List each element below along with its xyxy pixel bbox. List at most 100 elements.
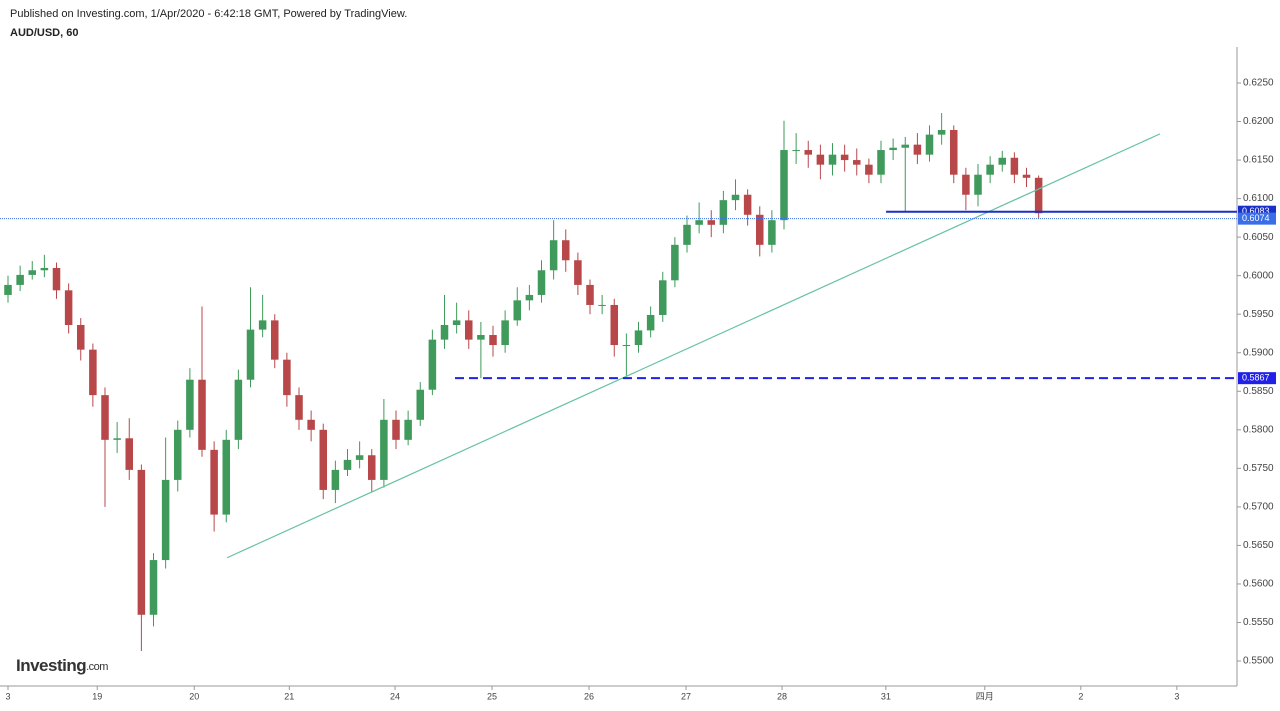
candle-body [186,379,194,430]
candle-body [198,379,206,450]
candle-body [755,214,764,245]
candle-body [501,320,509,346]
candle-body [780,150,788,221]
candle-body [671,244,679,281]
x-tick-label: 24 [390,691,400,701]
y-tick-label: 0.5700 [1243,502,1274,513]
y-tick-label: 0.5800 [1243,424,1274,435]
x-tick-label: 20 [189,691,199,701]
candle-body [137,469,146,615]
candle-body [840,154,849,161]
x-tick-label: 26 [584,691,594,701]
candle-body [489,335,497,346]
candle-body [173,429,182,480]
candle-body [634,330,643,346]
candle-body [222,439,231,515]
y-tick-label: 0.5850 [1243,386,1274,397]
price-label: 0.5867 [1242,373,1270,383]
price-label: 0.6074 [1242,213,1270,223]
candle-body [258,320,267,330]
candle-body [270,320,279,360]
candle-body [52,267,61,291]
candle-body [816,154,825,165]
candle-body [64,290,73,325]
candle-body [101,395,109,440]
candle-body [610,304,619,346]
y-tick-label: 0.5750 [1243,463,1274,474]
candle-body [440,324,449,340]
y-tick-label: 0.5600 [1243,579,1274,590]
candle-body [998,157,1007,165]
candle-body [149,560,158,615]
candle-body [913,144,922,155]
x-tick-label: 2 [1078,691,1083,701]
y-tick-label: 0.6000 [1243,270,1274,281]
y-tick-label: 0.5650 [1243,540,1274,551]
candle-body [210,449,218,515]
candle-body [125,438,134,470]
candle-body [525,294,534,301]
candle-body [40,267,49,271]
candle-body [477,335,485,340]
candle-body [695,220,703,225]
x-tick-label: 28 [777,691,787,701]
candle-body [380,419,388,480]
candle-body [343,459,352,470]
candle-body [331,469,340,490]
candle-body [246,329,255,380]
y-tick-label: 0.5500 [1243,656,1274,667]
x-tick-label: 19 [92,691,102,701]
y-tick-label: 0.6100 [1243,193,1274,204]
y-tick-label: 0.5900 [1243,347,1274,358]
candle-body [937,130,946,135]
candle-body [598,304,606,306]
candle-body [295,395,303,420]
candle-body [1010,157,1019,175]
candle-body [16,274,24,285]
y-tick-label: 0.6200 [1243,116,1274,127]
candle-body [561,240,570,261]
candle-body [743,194,752,215]
candle-body [404,419,412,440]
candle-body [792,150,800,152]
price-label-box [1238,372,1276,385]
candle-body [586,284,594,305]
logo: Investing.com [16,656,108,675]
candle-body [113,438,121,440]
candle-body [428,339,437,390]
x-tick-label: 25 [487,691,497,701]
y-tick-label: 0.5950 [1243,309,1274,320]
candle-body [89,349,97,396]
candle-body [986,164,994,175]
candle-body [355,455,364,460]
candle-body [4,284,12,295]
candle-body [307,419,315,430]
candle-body [574,260,582,285]
candle-body [925,134,934,155]
candle-body [549,240,558,271]
logo-main: Investing [16,656,86,675]
candle-body [367,455,376,480]
candle-body [622,345,631,347]
candle-body [768,220,776,245]
candle-body [852,160,861,165]
candle-body [1022,174,1031,178]
candle-body [877,150,885,175]
y-tick-label: 0.6250 [1243,78,1274,89]
candle-body [828,154,837,165]
candle-body [962,174,970,195]
x-tick-label: 21 [284,691,294,701]
candle-body [513,300,522,321]
candle-body [865,164,873,175]
candle-body [1034,177,1043,214]
candle-body [658,280,667,315]
candle-body [949,130,958,175]
candle-body [283,359,291,396]
candle-body [974,174,982,195]
x-tick-label: 四月 [976,691,994,701]
candle-body [537,270,546,295]
y-tick-label: 0.6150 [1243,155,1274,166]
candle-body [416,389,425,420]
